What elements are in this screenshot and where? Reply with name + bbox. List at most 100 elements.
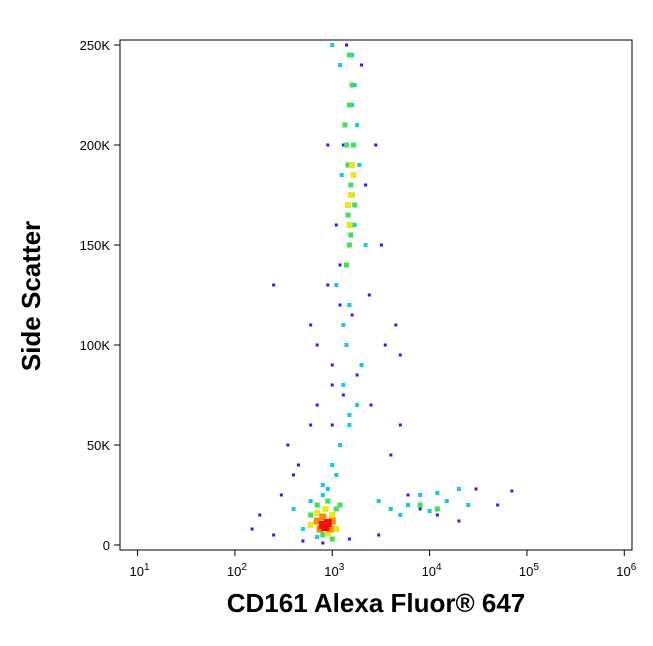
- point: [355, 373, 359, 377]
- point: [348, 232, 354, 238]
- point: [347, 303, 352, 307]
- point: [359, 363, 364, 367]
- point: [320, 493, 325, 497]
- point: [347, 423, 352, 427]
- x-tick-exponent: 2: [241, 562, 247, 573]
- point: [389, 453, 393, 457]
- point: [344, 202, 351, 208]
- point: [418, 507, 422, 511]
- y-tick-label: 200K: [80, 138, 111, 153]
- point: [379, 243, 383, 247]
- point: [398, 353, 402, 357]
- point: [329, 512, 336, 518]
- point: [427, 509, 432, 513]
- point: [343, 142, 349, 148]
- points: [250, 43, 514, 545]
- point: [315, 535, 320, 539]
- point: [337, 502, 343, 508]
- point: [350, 53, 355, 57]
- point: [292, 473, 296, 477]
- point: [328, 517, 336, 525]
- point: [291, 507, 296, 511]
- point: [343, 262, 349, 268]
- x-tick-exponent: 6: [631, 562, 637, 573]
- point: [406, 503, 411, 507]
- point: [330, 383, 334, 387]
- x-tick-exponent: 1: [144, 562, 150, 573]
- point: [344, 43, 348, 47]
- x-tick-base: 10: [227, 564, 241, 579]
- y-axis-title: Side Scatter: [16, 221, 46, 371]
- point: [337, 443, 342, 447]
- x-tick-base: 10: [324, 564, 338, 579]
- point: [339, 173, 344, 177]
- point: [357, 163, 362, 167]
- point: [349, 162, 356, 168]
- point: [398, 423, 402, 427]
- point: [326, 143, 330, 147]
- point: [349, 82, 355, 88]
- point: [444, 499, 449, 503]
- point: [367, 293, 371, 297]
- y-tick-label: 50K: [87, 438, 110, 453]
- point: [330, 463, 335, 467]
- point: [301, 539, 305, 543]
- point: [272, 533, 276, 537]
- point: [300, 527, 305, 531]
- x-tick-base: 10: [422, 564, 436, 579]
- point: [345, 162, 351, 168]
- point: [330, 363, 334, 367]
- point: [307, 522, 314, 528]
- point: [345, 212, 351, 218]
- point: [338, 263, 342, 267]
- point: [474, 487, 478, 491]
- point: [347, 413, 352, 417]
- point: [348, 182, 354, 188]
- point: [364, 183, 368, 187]
- point: [308, 512, 314, 518]
- point: [308, 499, 313, 503]
- point: [325, 487, 330, 491]
- point: [352, 223, 357, 227]
- point: [496, 503, 500, 507]
- point: [321, 541, 325, 545]
- point: [418, 493, 423, 497]
- point: [374, 143, 378, 147]
- point: [329, 536, 335, 542]
- x-tick-exponent: 5: [533, 562, 539, 573]
- point: [466, 503, 471, 507]
- point: [355, 403, 360, 407]
- point: [286, 443, 290, 447]
- point: [314, 502, 320, 508]
- point: [296, 463, 300, 467]
- point: [341, 143, 345, 147]
- x-tick-label: 104: [422, 562, 442, 579]
- point: [350, 313, 354, 317]
- point: [324, 530, 331, 536]
- point: [417, 502, 423, 508]
- point: [326, 525, 334, 533]
- plot-frame: [119, 39, 633, 551]
- x-tick-base: 10: [519, 564, 533, 579]
- point: [338, 303, 342, 307]
- point: [341, 393, 345, 397]
- point: [350, 142, 356, 148]
- point: [377, 533, 381, 537]
- y-tick-label: 100K: [80, 338, 111, 353]
- point: [315, 343, 319, 347]
- point: [341, 383, 346, 387]
- point: [330, 43, 335, 47]
- point: [333, 526, 340, 532]
- point: [320, 532, 326, 538]
- point: [346, 242, 352, 248]
- point: [347, 537, 351, 541]
- point: [363, 243, 368, 247]
- point: [313, 517, 321, 525]
- point: [326, 283, 330, 287]
- point: [315, 403, 319, 407]
- point: [334, 283, 339, 287]
- point: [279, 493, 283, 497]
- x-tick-label: 105: [519, 562, 539, 579]
- x-tick-label: 101: [130, 562, 150, 579]
